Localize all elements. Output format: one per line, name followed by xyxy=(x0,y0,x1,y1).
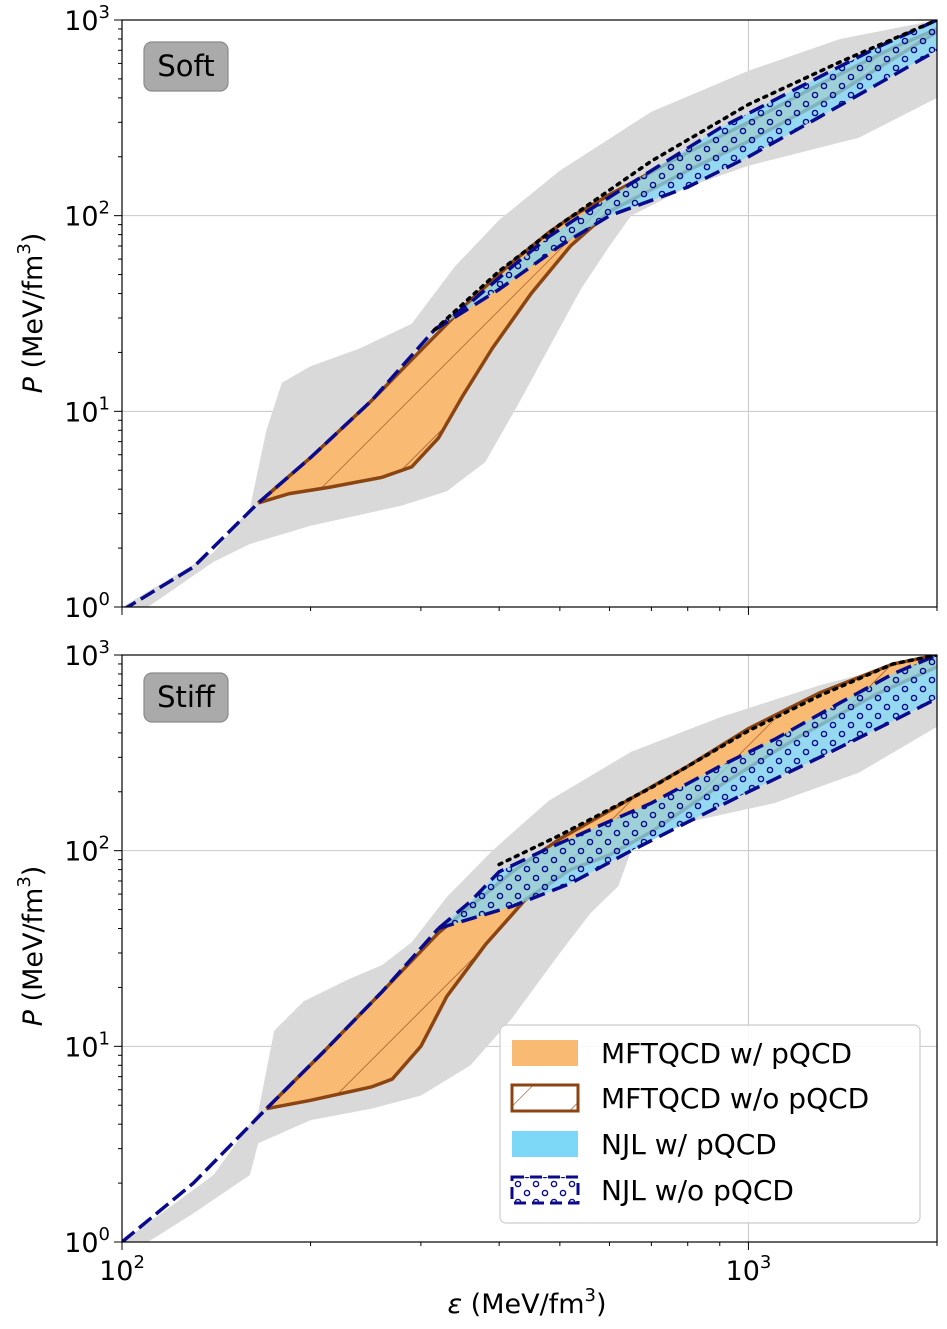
tag-stiff-label: Stiff xyxy=(157,680,216,714)
plot-area-stiff xyxy=(122,655,937,1242)
legend-swatch-njl-dots xyxy=(510,1175,580,1205)
common-curve-soft xyxy=(124,328,436,607)
y-tick-label: 103 xyxy=(64,637,110,672)
dotted-curve-soft xyxy=(432,20,937,332)
y-tick-label: 102 xyxy=(64,198,110,233)
legend-item-mft-wpqcd: MFTQCD w/ pQCD xyxy=(512,1037,852,1070)
x-tick-label: 102 xyxy=(99,1252,145,1287)
legend: MFTQCD w/ pQCD MFTQCD w/o pQCD NJL w/ pQ… xyxy=(499,1024,921,1224)
njl-upper-line-soft xyxy=(433,20,937,332)
y-axis-label-soft: P (MeV/fm3) xyxy=(14,233,49,394)
y-tick-label: 100 xyxy=(64,1224,110,1259)
njl-lower-line-soft xyxy=(433,48,937,332)
axes-frame-stiff xyxy=(121,654,938,1243)
tag-stiff: Stiff xyxy=(143,672,229,723)
legend-label-njl-wopqcd: NJL w/o pQCD xyxy=(601,1174,794,1207)
dotted-curve-stiff xyxy=(497,655,937,867)
legend-item-mft-wopqcd: MFTQCD w/o pQCD xyxy=(510,1082,869,1115)
tag-soft-label: Soft xyxy=(157,49,214,83)
legend-label-njl-wpqcd: NJL w/ pQCD xyxy=(601,1128,777,1161)
njl-upper-line-stiff xyxy=(437,655,937,930)
legend-swatch-njl-fill xyxy=(512,1131,578,1157)
njl-lower-line-stiff xyxy=(437,696,937,931)
panel-stiff: 100 101 102 103 102 103 xyxy=(64,637,938,1287)
y-tick-label: 101 xyxy=(64,1028,110,1063)
band-mft-hatch-soft xyxy=(258,29,937,503)
legend-swatch-mft-fill xyxy=(512,1040,578,1066)
legend-item-njl-wopqcd: NJL w/o pQCD xyxy=(510,1174,794,1207)
x-axis-label: ε (MeV/fm3) xyxy=(447,1285,606,1320)
tag-soft: Soft xyxy=(143,41,229,92)
legend-swatch-mft-hatch xyxy=(510,1083,580,1113)
band-mft-hatch-stiff xyxy=(266,655,937,1109)
legend-item-njl-wpqcd: NJL w/ pQCD xyxy=(512,1128,777,1161)
y-axis-label-stiff: P (MeV/fm3) xyxy=(14,866,49,1027)
y-tick-label: 102 xyxy=(64,833,110,868)
legend-label-mft-wpqcd: MFTQCD w/ pQCD xyxy=(601,1037,852,1070)
y-tick-label: 100 xyxy=(64,589,110,624)
x-tick-label: 103 xyxy=(726,1252,772,1287)
y-tick-label: 101 xyxy=(64,393,110,428)
axes-frame-soft xyxy=(121,19,938,608)
band-njl-dots-stiff xyxy=(438,655,937,929)
panel-soft: 100 101 102 103 xyxy=(64,2,938,624)
legend-label-mft-wopqcd: MFTQCD w/o pQCD xyxy=(601,1082,869,1115)
common-curve-stiff xyxy=(122,927,440,1242)
plot-area-soft xyxy=(122,20,937,607)
band-njl-dots-soft xyxy=(434,20,937,331)
y-tick-label: 103 xyxy=(64,2,110,37)
